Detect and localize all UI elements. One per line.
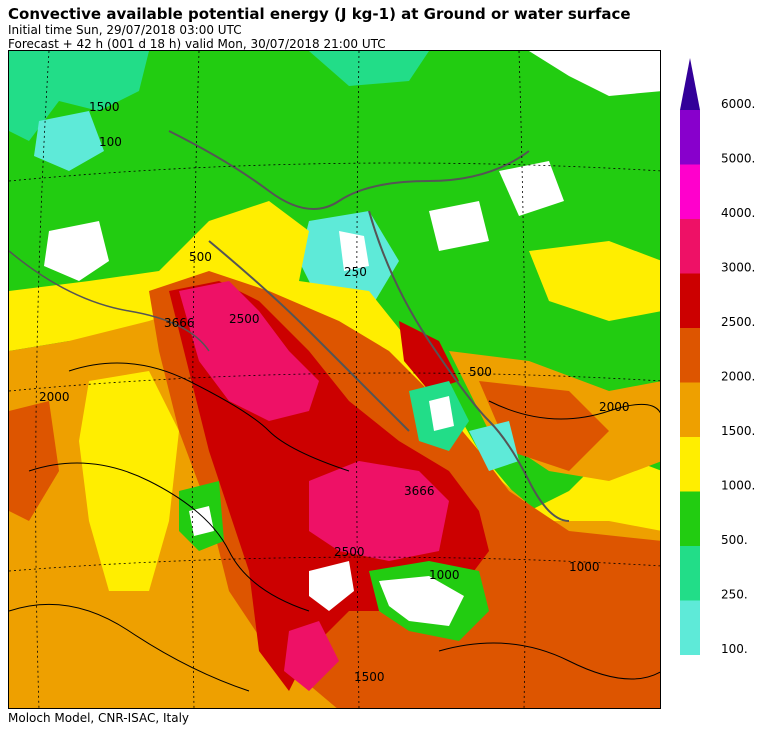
cape-region-none [529,51,660,96]
legend-label: 1000. [721,479,755,493]
legend-swatch-max [680,58,700,110]
cape-region-none [44,221,109,281]
legend-swatch [680,219,700,274]
coastline [208,240,410,432]
legend-label: 5000. [721,152,755,166]
cape-region-2000 [9,401,59,521]
cape-region-none [379,576,464,626]
contour-label: 3666 [404,484,435,498]
contour-line [438,642,660,680]
cape-region-none [189,506,214,536]
legend-label: 100. [721,642,748,656]
legend-label: 1500. [721,424,755,438]
cape-region-1000 [79,371,179,591]
contour-labels: 3666 3666 2000 2500 500 1000 1500 100 25… [39,100,630,684]
legend-swatch [680,382,700,437]
cape-region-3000 [179,281,319,421]
contour-line [68,362,350,472]
cape-region-none [429,201,489,251]
legend-label: 2000. [721,370,755,384]
legend-label: 500. [721,533,748,547]
legend-swatch [680,328,700,383]
contour-line [488,400,660,420]
contour-label: 250 [344,265,367,279]
color-legend: 100. 250. 500. 1000. 1500. 2000. 2500. 3000. 400… [670,45,760,665]
contour-label: 1500 [89,100,120,114]
cape-region-3000 [284,621,339,691]
contour-label: 2000 [599,400,630,414]
contour-label: 3666 [164,316,195,330]
legend-swatch [680,600,700,655]
coastline [9,250,210,352]
legend-swatch [680,164,700,219]
cape-region-100 [34,111,104,171]
contour-label: 100 [99,135,122,149]
cape-map: 3666 3666 2000 2500 500 1000 1500 100 25… [8,50,661,709]
legend-label: 4000. [721,206,755,220]
cape-region-3000 [309,461,449,561]
contour-label: 2500 [229,312,260,326]
initial-time: Initial time Sun, 29/07/2018 03:00 UTC [8,23,242,37]
cape-region-250 [309,51,429,86]
legend-label: 3000. [721,261,755,275]
contour-label: 1000 [429,568,460,582]
coastline [368,210,570,522]
legend-swatch [680,273,700,328]
contour-label: 2500 [334,545,365,559]
legend-label: 2500. [721,315,755,329]
cape-region-250 [9,51,149,141]
legend-label: 6000. [721,97,755,111]
legend-swatch [680,437,700,492]
cape-region-1000 [529,241,660,321]
cape-region-none [309,561,354,611]
coastline [168,130,530,210]
legend-swatch [680,491,700,546]
contour-line [9,603,250,692]
contour-label: 500 [469,365,492,379]
contour-label: 1000 [569,560,600,574]
contour-label: 1500 [354,670,385,684]
cape-region-none [429,396,454,431]
contour-line [28,462,310,612]
cape-region-none [499,161,564,216]
cape-region-100 [469,421,519,471]
legend-swatch [680,110,700,165]
contour-label: 2000 [39,390,70,404]
legend-swatch [680,546,700,601]
graticule [9,51,660,708]
contour-label: 500 [189,250,212,264]
map-title: Convective available potential energy (J… [8,5,631,23]
cape-region-none [339,231,369,271]
forecast-time: Forecast + 42 h (001 d 18 h) valid Mon, … [8,37,386,51]
legend-label: 250. [721,588,748,602]
model-credit: Moloch Model, CNR-ISAC, Italy [8,711,190,725]
